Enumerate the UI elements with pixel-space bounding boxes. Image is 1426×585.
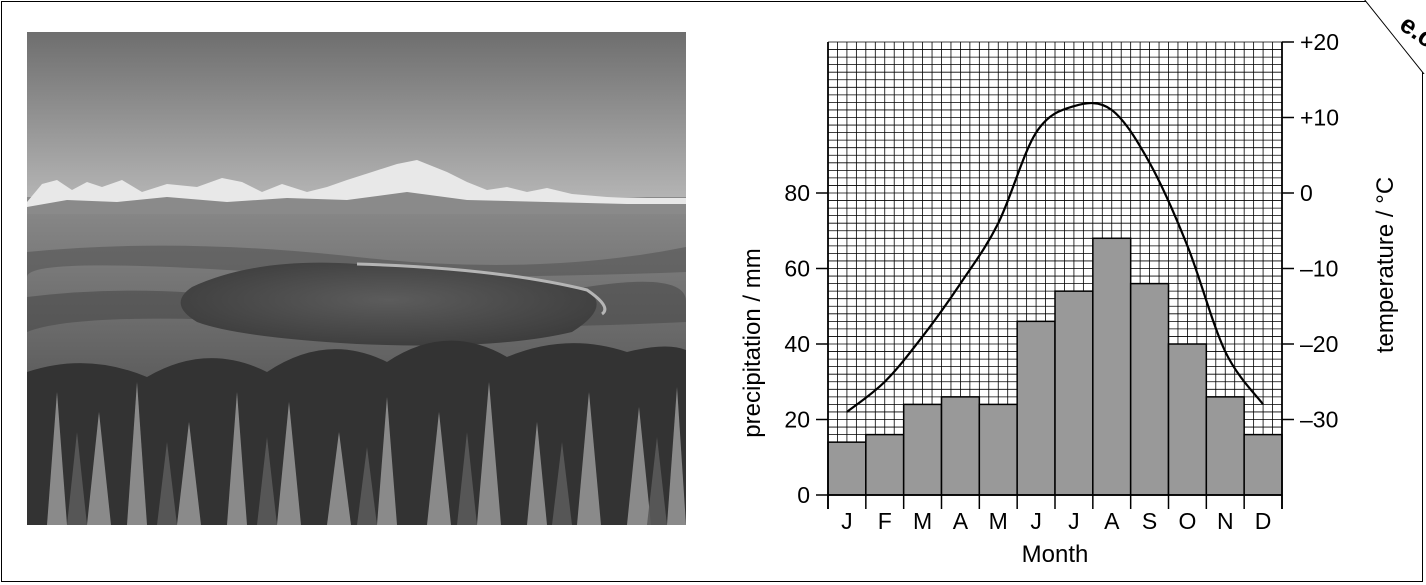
temperature-line: [846, 102, 1264, 413]
precipitation-bar: [978, 403, 1018, 496]
x-tick-label: F: [878, 508, 892, 534]
x-tick-label: J: [1030, 508, 1042, 534]
tundra-landscape-photo: [27, 32, 686, 525]
y2-tick-label: 0: [1300, 180, 1313, 206]
y-axis-title: precipitation / mm: [739, 248, 766, 437]
y2-tick-label: –10: [1300, 256, 1338, 282]
y-tick-label: 40: [784, 331, 810, 357]
x-tick-label: A: [953, 508, 969, 534]
temperature-line-group: [846, 102, 1264, 413]
y2-tick-label: –30: [1300, 407, 1338, 433]
y2-axis-title: temperature / °C: [1372, 177, 1399, 353]
precipitation-bar: [902, 403, 943, 496]
y-tick-label: 60: [784, 256, 810, 282]
x-tick-label: J: [1068, 508, 1080, 534]
x-tick-label: M: [913, 508, 932, 534]
corner-watermark-stamp: e.c: [1364, 0, 1426, 74]
precipitation-bar: [1054, 290, 1094, 496]
x-tick-label: J: [841, 508, 853, 534]
x-tick-label: S: [1142, 508, 1157, 534]
x-tick-label: D: [1255, 508, 1272, 534]
precipitation-bar: [940, 396, 981, 496]
x-tick-label: N: [1217, 508, 1234, 534]
x-tick-label: A: [1104, 508, 1120, 534]
chart-grid: [827, 41, 1283, 496]
precipitation-bar: [1205, 396, 1245, 496]
x-axis-title: Month: [1022, 541, 1089, 568]
precipitation-bar: [1243, 433, 1283, 496]
y-tick-label: 0: [797, 482, 810, 508]
y2-tick-label: +10: [1300, 105, 1339, 131]
x-tick-label: O: [1178, 508, 1196, 534]
precipitation-bar: [865, 433, 905, 496]
precipitation-bar: [827, 441, 867, 496]
precipitation-bar: [1016, 320, 1056, 496]
x-tick-label: M: [989, 508, 1008, 534]
precipitation-bar: [1092, 237, 1132, 496]
y-tick-label: 20: [784, 407, 810, 433]
y2-tick-label: +20: [1300, 29, 1339, 55]
precipitation-bars: [827, 237, 1283, 496]
y-tick-label: 80: [784, 180, 810, 206]
y2-tick-label: –20: [1300, 331, 1338, 357]
precipitation-bar: [1167, 343, 1208, 496]
precipitation-bar: [1129, 282, 1170, 496]
